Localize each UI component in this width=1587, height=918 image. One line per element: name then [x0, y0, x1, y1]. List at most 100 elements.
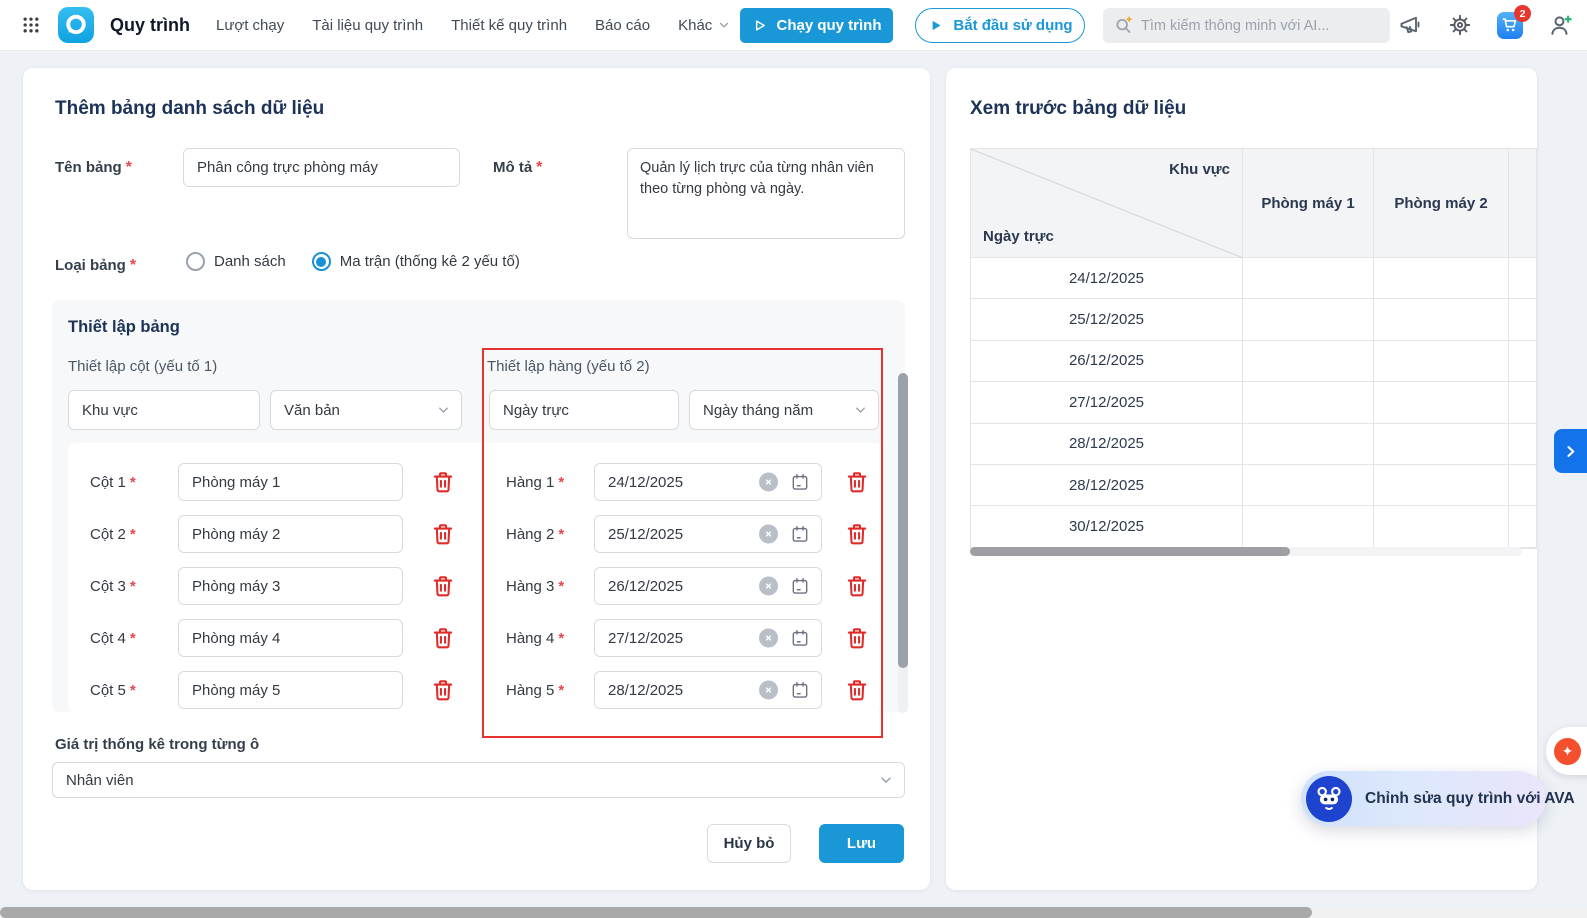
trash-icon: [844, 677, 870, 703]
delete-column-3-button[interactable]: [430, 573, 456, 599]
column-factor-name-input[interactable]: [68, 390, 260, 430]
trash-icon: [430, 677, 456, 703]
delete-row-1-button[interactable]: [844, 469, 870, 495]
row-1-date-input[interactable]: [594, 463, 822, 501]
search-ai-icon: [1113, 15, 1134, 36]
description-label: Mô tả *: [493, 159, 543, 176]
date-field-3: [594, 567, 822, 605]
cart-icon[interactable]: 2: [1497, 5, 1531, 39]
row-factor-name-input[interactable]: [489, 390, 679, 430]
menu-item-luot-chay[interactable]: Lượt chạy: [216, 16, 285, 34]
clear-date-icon[interactable]: [759, 680, 778, 700]
menu-item-tai-lieu[interactable]: Tài liệu quy trình: [312, 16, 424, 34]
row-type-select[interactable]: [689, 390, 879, 430]
delete-row-2-button[interactable]: [844, 521, 870, 547]
diagonal-divider: [971, 149, 1243, 258]
page-scrollbar-thumb[interactable]: [0, 907, 1312, 918]
table-setup-section: Thiết lập bảng Thiết lập cột (yếu tố 1) …: [52, 300, 908, 713]
megaphone-icon[interactable]: [1397, 12, 1423, 38]
cell-value-select[interactable]: [52, 762, 905, 798]
start-using-button[interactable]: Bắt đầu sử dụng: [915, 8, 1085, 43]
robot-icon: [1312, 782, 1346, 816]
chevron-down-icon: [853, 403, 868, 418]
clear-date-icon[interactable]: [759, 524, 778, 544]
app-grid-icon[interactable]: [20, 14, 42, 36]
preview-title: Xem trước bảng dữ liệu: [970, 98, 1187, 119]
add-user-icon[interactable]: [1547, 12, 1573, 38]
trash-icon: [844, 469, 870, 495]
main-menu: Lượt chạy Tài liệu quy trình Thiết kế qu…: [216, 17, 731, 34]
menu-item-khac[interactable]: Khác: [678, 17, 731, 34]
menu-item-thiet-ke[interactable]: Thiết kế quy trình: [451, 16, 568, 34]
column-2-input[interactable]: [178, 515, 403, 553]
search-input[interactable]: [1141, 17, 1380, 34]
chevron-down-icon: [436, 403, 451, 418]
ava-avatar: [1306, 775, 1352, 822]
date-field-5: [594, 671, 822, 709]
ai-search-box[interactable]: [1103, 8, 1390, 43]
column-type-select[interactable]: [270, 390, 462, 430]
expand-panel-tab[interactable]: [1554, 429, 1587, 473]
calendar-icon[interactable]: [790, 576, 810, 596]
calendar-icon[interactable]: [790, 680, 810, 700]
clear-date-icon[interactable]: [759, 472, 778, 492]
cart-badge: 2: [1514, 5, 1531, 22]
delete-column-5-button[interactable]: [430, 677, 456, 703]
corner-row-label: Ngày trực: [983, 228, 1054, 245]
gear-icon[interactable]: [1447, 12, 1473, 38]
clear-date-icon[interactable]: [759, 628, 778, 648]
description-textarea[interactable]: Quản lý lịch trực của từng nhân viên the…: [627, 148, 905, 239]
setup-rows-panel: Cột 1* Cột 2* Cột 3* Cột 4*: [68, 443, 883, 712]
column-4-input[interactable]: [178, 619, 403, 657]
delete-row-5-button[interactable]: [844, 677, 870, 703]
column-row-3: Cột 3 *: [90, 567, 456, 605]
run-process-button[interactable]: Chạy quy trình: [740, 8, 893, 43]
ava-assistant-chip[interactable]: Chỉnh sửa quy trình với AVA: [1301, 771, 1575, 826]
calendar-icon[interactable]: [790, 628, 810, 648]
preview-scrollbar-thumb[interactable]: [970, 547, 1290, 556]
delete-column-1-button[interactable]: [430, 469, 456, 495]
calendar-icon[interactable]: [790, 472, 810, 492]
row-4-date-input[interactable]: [594, 619, 822, 657]
column-5-input[interactable]: [178, 671, 403, 709]
trash-icon: [430, 521, 456, 547]
row-2-date-input[interactable]: [594, 515, 822, 553]
column-1-input[interactable]: [178, 463, 403, 501]
radio-danh-sach[interactable]: Danh sách: [186, 252, 286, 271]
table-row: 28/12/2025: [971, 464, 1537, 507]
column-header-2: Phòng máy 2: [1374, 149, 1509, 258]
ai-sparkle-button[interactable]: ✦: [1554, 738, 1581, 765]
radio-checked-icon: [311, 252, 331, 271]
trash-icon: [430, 469, 456, 495]
calendar-icon[interactable]: [790, 524, 810, 544]
menu-item-bao-cao[interactable]: Báo cáo: [595, 16, 651, 34]
play-filled-icon: [927, 17, 944, 34]
clear-date-icon[interactable]: [759, 576, 778, 596]
radio-ma-tran[interactable]: Ma trận (thống kê 2 yếu tố): [311, 252, 520, 271]
table-name-input[interactable]: [183, 148, 460, 187]
chevron-down-icon: [878, 772, 894, 788]
column-3-input[interactable]: [178, 567, 403, 605]
corner-header-cell: Khu vực Ngày trực: [971, 149, 1243, 258]
app-logo-icon[interactable]: [58, 7, 94, 43]
column-row-5: Cột 5 *: [90, 671, 456, 709]
matrix-row-5: Hàng 5 *: [506, 671, 870, 709]
setup-title: Thiết lập bảng: [68, 318, 180, 336]
table-row: 25/12/2025: [971, 299, 1537, 341]
delete-column-2-button[interactable]: [430, 521, 456, 547]
row-5-date-input[interactable]: [594, 671, 822, 709]
cancel-button[interactable]: Hủy bỏ: [707, 824, 791, 863]
trash-icon: [844, 625, 870, 651]
delete-column-4-button[interactable]: [430, 625, 456, 651]
delete-row-3-button[interactable]: [844, 573, 870, 599]
column-row-1: Cột 1 *: [90, 463, 456, 501]
chevron-right-icon: [1561, 442, 1580, 461]
save-button[interactable]: Lưu: [819, 824, 904, 863]
setup-scrollbar-thumb[interactable]: [898, 373, 908, 668]
preview-card: Xem trước bảng dữ liệu Khu vực Ngày trực…: [946, 68, 1537, 890]
column-header-1: Phòng máy 1: [1243, 149, 1374, 258]
delete-row-4-button[interactable]: [844, 625, 870, 651]
row-3-date-input[interactable]: [594, 567, 822, 605]
page-scrollbar-track: [0, 907, 1587, 918]
